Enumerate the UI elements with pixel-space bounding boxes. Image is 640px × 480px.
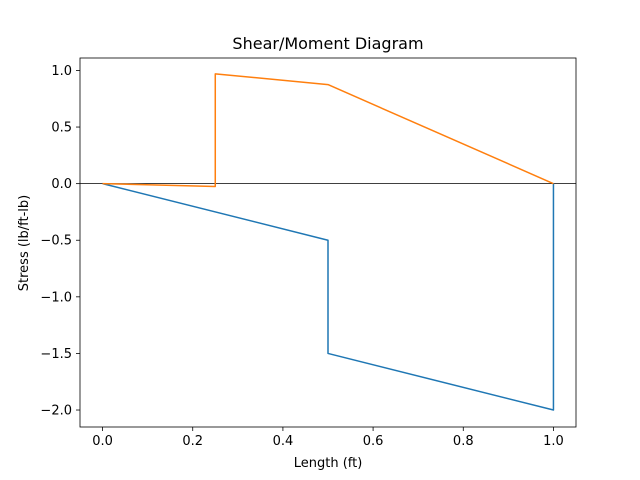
x-tick-label-0: 0.0 bbox=[92, 434, 113, 449]
y-tick-label-6: 1.0 bbox=[51, 64, 72, 79]
y-tick-label-5: 0.5 bbox=[51, 121, 72, 136]
y-tick-label-4: 0.0 bbox=[51, 177, 72, 192]
x-tick-label-1: 0.2 bbox=[182, 434, 203, 449]
x-tick-label-2: 0.4 bbox=[273, 434, 294, 449]
y-axis-label: Stress (lb/ft-lb) bbox=[17, 195, 32, 291]
x-tick-label-3: 0.6 bbox=[363, 434, 384, 449]
y-tick-label-2: −1.0 bbox=[40, 290, 72, 305]
series-line-1 bbox=[102, 182, 555, 411]
plot-area: 0.0 0.2 0.4 0.6 0.8 1.0 −2.0 −1.5 −1.0 −0.5 0.0 0.5… bbox=[40, 57, 577, 449]
x-axis-label: Length (ft) bbox=[294, 456, 363, 471]
x-tick-label-4: 0.8 bbox=[453, 434, 474, 449]
y-tick-label-1: −1.5 bbox=[40, 347, 72, 362]
y-tick-label-0: −2.0 bbox=[40, 404, 72, 419]
y-tick-label-3: −0.5 bbox=[40, 234, 72, 249]
chart-title: Shear/Moment Diagram bbox=[232, 34, 423, 53]
series-line-2 bbox=[102, 73, 554, 188]
x-tick-label-5: 1.0 bbox=[543, 434, 564, 449]
axes-frame bbox=[79, 57, 577, 428]
